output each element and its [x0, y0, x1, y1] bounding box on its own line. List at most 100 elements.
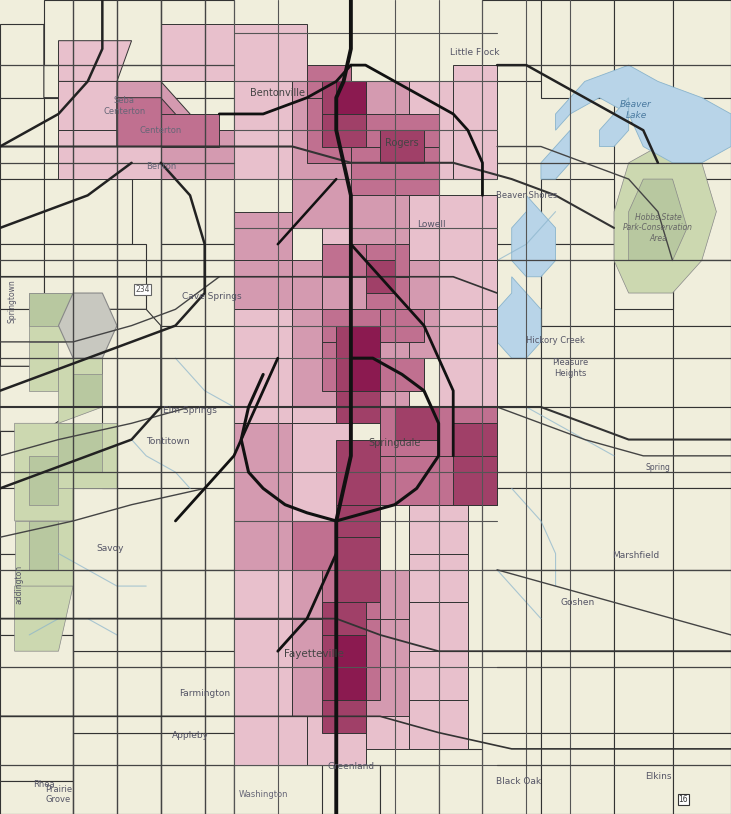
- Polygon shape: [380, 130, 424, 163]
- Polygon shape: [307, 130, 351, 163]
- Polygon shape: [351, 309, 409, 358]
- Polygon shape: [322, 342, 380, 391]
- Polygon shape: [673, 98, 731, 179]
- Polygon shape: [351, 619, 409, 667]
- Polygon shape: [0, 98, 44, 179]
- Polygon shape: [351, 130, 409, 179]
- Polygon shape: [439, 309, 497, 358]
- Polygon shape: [58, 358, 102, 423]
- Polygon shape: [292, 472, 351, 521]
- Polygon shape: [629, 179, 687, 260]
- Polygon shape: [234, 423, 292, 472]
- Polygon shape: [15, 423, 73, 521]
- Polygon shape: [15, 521, 73, 586]
- Text: Cave Springs: Cave Springs: [182, 291, 242, 301]
- Polygon shape: [336, 391, 380, 423]
- Polygon shape: [336, 440, 380, 472]
- Polygon shape: [614, 147, 716, 293]
- Polygon shape: [541, 179, 614, 244]
- Polygon shape: [0, 309, 102, 366]
- Polygon shape: [409, 602, 468, 651]
- Polygon shape: [395, 114, 439, 147]
- Polygon shape: [409, 700, 468, 749]
- Polygon shape: [322, 667, 366, 700]
- Polygon shape: [482, 0, 541, 81]
- Polygon shape: [322, 602, 366, 635]
- Polygon shape: [292, 179, 351, 228]
- Polygon shape: [322, 260, 380, 326]
- Polygon shape: [322, 635, 366, 667]
- Polygon shape: [351, 147, 395, 195]
- Polygon shape: [58, 423, 117, 488]
- Polygon shape: [614, 228, 673, 309]
- Text: Elm Springs: Elm Springs: [163, 405, 217, 415]
- Polygon shape: [234, 521, 292, 570]
- Polygon shape: [614, 488, 673, 570]
- Polygon shape: [409, 554, 468, 602]
- Polygon shape: [44, 0, 161, 65]
- Polygon shape: [29, 456, 58, 505]
- Polygon shape: [336, 537, 380, 570]
- Text: Washington: Washington: [238, 790, 288, 799]
- Polygon shape: [541, 0, 614, 98]
- Polygon shape: [292, 667, 351, 716]
- Polygon shape: [322, 81, 366, 114]
- Polygon shape: [673, 651, 731, 733]
- Polygon shape: [102, 407, 161, 488]
- Text: Savoy: Savoy: [96, 544, 124, 554]
- Polygon shape: [453, 423, 497, 456]
- Polygon shape: [161, 407, 234, 488]
- Polygon shape: [336, 358, 380, 391]
- Polygon shape: [351, 358, 409, 407]
- Polygon shape: [614, 407, 673, 488]
- Polygon shape: [161, 733, 234, 814]
- Polygon shape: [0, 716, 73, 781]
- Polygon shape: [0, 366, 102, 431]
- Text: Bentonville: Bentonville: [250, 88, 306, 98]
- Polygon shape: [15, 586, 73, 651]
- Polygon shape: [541, 651, 614, 733]
- Polygon shape: [351, 179, 409, 228]
- Polygon shape: [44, 244, 146, 309]
- Text: Centerton: Centerton: [140, 125, 182, 135]
- Polygon shape: [482, 244, 541, 326]
- Polygon shape: [614, 0, 673, 122]
- Polygon shape: [29, 293, 73, 326]
- Polygon shape: [614, 651, 673, 733]
- Polygon shape: [380, 456, 439, 505]
- Polygon shape: [673, 733, 731, 814]
- Polygon shape: [292, 358, 351, 407]
- Polygon shape: [0, 635, 73, 716]
- Polygon shape: [0, 488, 73, 554]
- Polygon shape: [351, 114, 395, 147]
- Polygon shape: [73, 651, 161, 733]
- Polygon shape: [307, 716, 366, 765]
- Polygon shape: [292, 619, 351, 667]
- Polygon shape: [234, 570, 292, 619]
- Polygon shape: [322, 244, 366, 277]
- Polygon shape: [541, 130, 570, 179]
- Polygon shape: [234, 260, 292, 309]
- Text: Appleby: Appleby: [172, 731, 208, 741]
- Text: Beaver Shores: Beaver Shores: [496, 190, 557, 200]
- Polygon shape: [673, 260, 731, 326]
- Text: Farmington: Farmington: [179, 689, 230, 698]
- Text: Hickory Creek: Hickory Creek: [526, 335, 585, 345]
- Polygon shape: [541, 244, 614, 326]
- Polygon shape: [0, 781, 73, 814]
- Text: Rogers: Rogers: [385, 138, 419, 148]
- Polygon shape: [322, 260, 380, 309]
- Polygon shape: [292, 81, 351, 130]
- Polygon shape: [380, 195, 439, 260]
- Text: Springdale: Springdale: [368, 438, 421, 448]
- Polygon shape: [395, 407, 439, 440]
- Polygon shape: [102, 309, 161, 407]
- Polygon shape: [234, 716, 292, 749]
- Polygon shape: [292, 700, 351, 749]
- Polygon shape: [336, 635, 366, 667]
- Polygon shape: [58, 130, 117, 179]
- Polygon shape: [322, 700, 366, 733]
- Polygon shape: [292, 521, 351, 570]
- Polygon shape: [161, 651, 234, 733]
- Polygon shape: [0, 554, 73, 635]
